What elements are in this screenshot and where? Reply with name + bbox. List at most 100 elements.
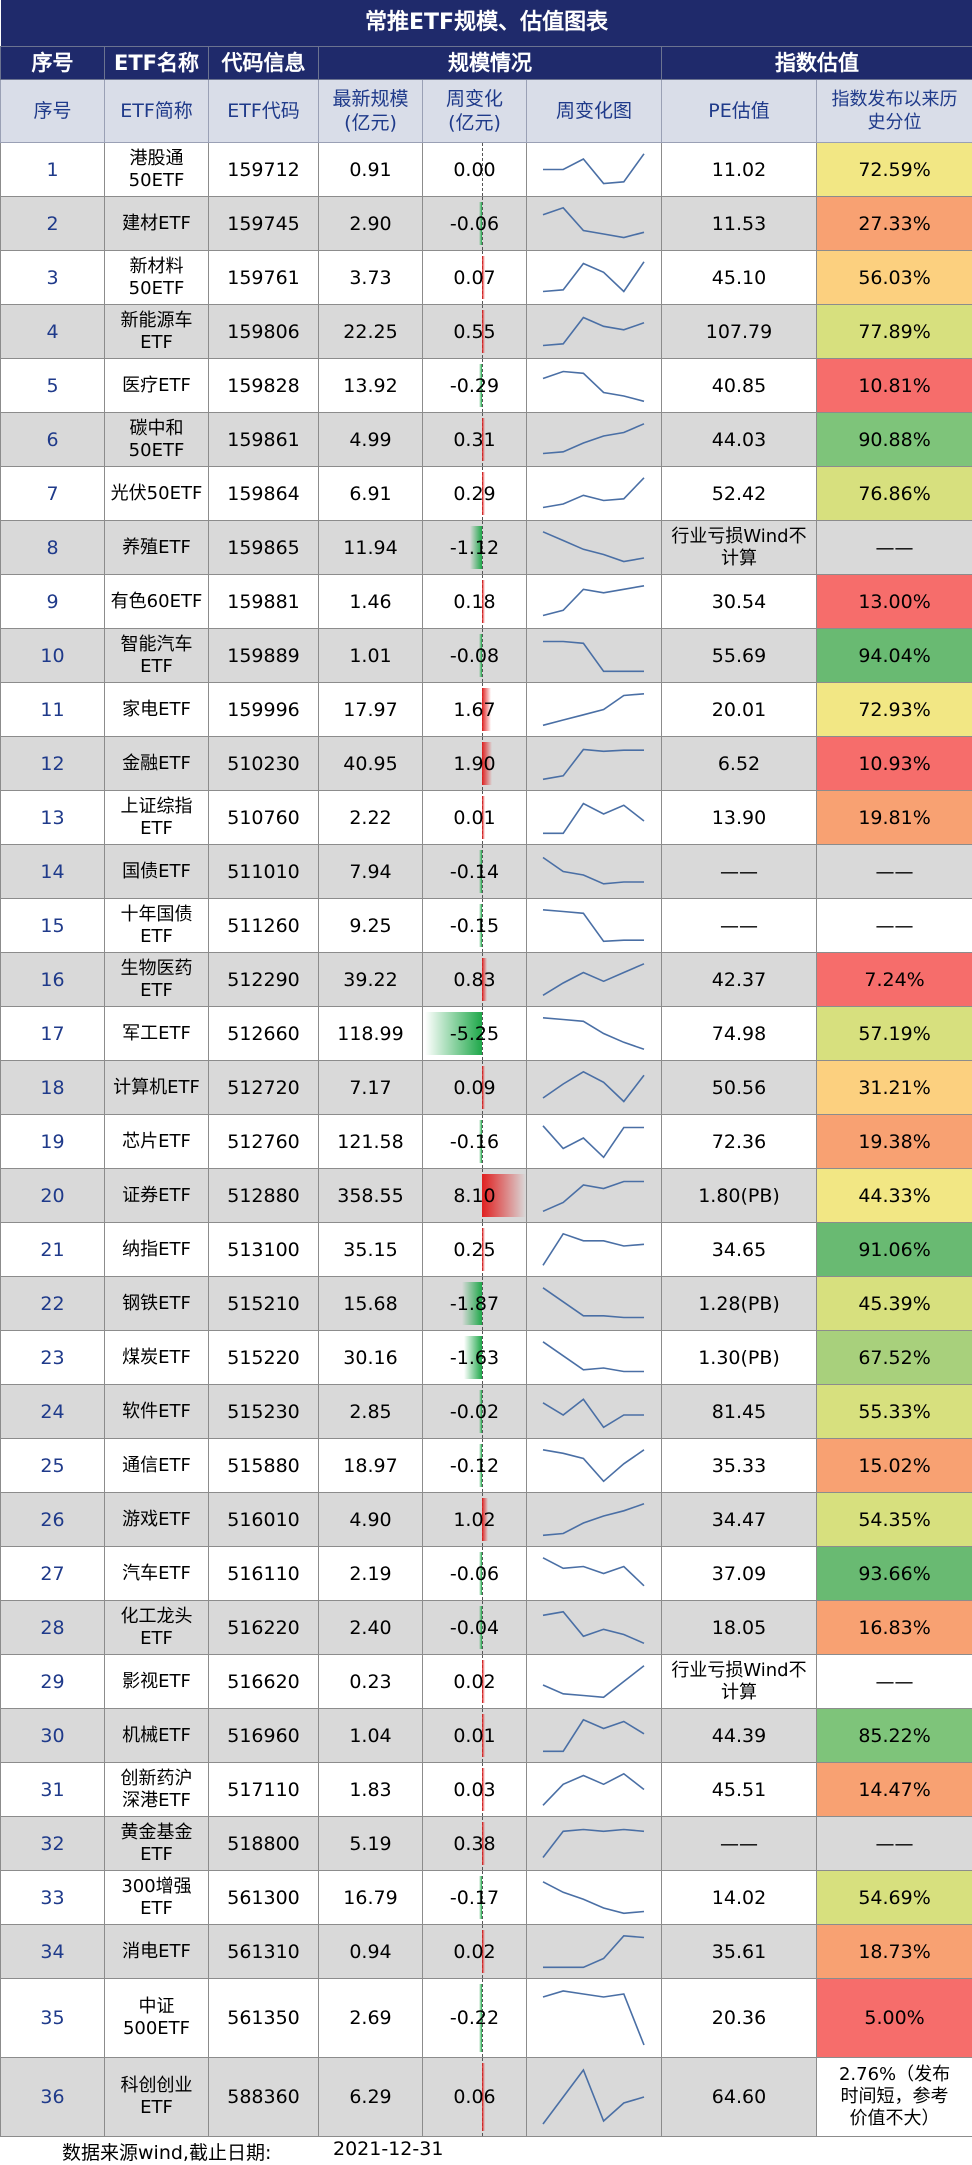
weekly-change-value: -1.87 <box>450 1293 499 1315</box>
row-pe: 11.02 <box>662 143 817 197</box>
header-row-group: 序号 ETF名称 代码信息 规模情况 指数估值 <box>1 47 972 80</box>
row-percentile: 55.33% <box>817 1385 972 1439</box>
row-percentile: 77.89% <box>817 305 972 359</box>
row-code: 159881 <box>209 575 319 629</box>
row-latest: 1.83 <box>319 1763 423 1817</box>
weekly-change-value: -5.25 <box>450 1023 499 1045</box>
row-code: 159712 <box>209 143 319 197</box>
row-weekly: -0.22 <box>423 1979 527 2058</box>
row-name: 港股通 50ETF <box>105 143 209 197</box>
sparkline-chart <box>527 740 660 787</box>
row-code: 561310 <box>209 1925 319 1979</box>
weekly-change-value: 0.00 <box>453 159 495 181</box>
sparkline-chart <box>527 1496 660 1543</box>
header-row-columns: 序号 ETF简称 ETF代码 最新规模 (亿元) 周变化 (亿元) 周变化图 P… <box>1 80 972 143</box>
sparkline-line <box>543 478 644 508</box>
row-weekly: -0.15 <box>423 899 527 953</box>
sparkline-chart <box>527 524 660 571</box>
weekly-change-value: -0.29 <box>450 375 499 397</box>
row-sparkline <box>527 1277 662 1331</box>
row-latest: 118.99 <box>319 1007 423 1061</box>
row-code: 515220 <box>209 1331 319 1385</box>
row-seq: 21 <box>1 1223 105 1277</box>
sparkline-line <box>543 1774 644 1806</box>
row-percentile: —— <box>817 1655 972 1709</box>
sparkline-line <box>543 1072 644 1102</box>
header-valuation: 指数估值 <box>662 47 972 80</box>
row-weekly: 0.01 <box>423 1709 527 1763</box>
weekly-change-value: -0.06 <box>450 213 499 235</box>
row-percentile: 5.00% <box>817 1979 972 2058</box>
row-percentile: 90.88% <box>817 413 972 467</box>
row-seq: 18 <box>1 1061 105 1115</box>
sparkline-line <box>543 262 644 292</box>
row-seq: 30 <box>1 1709 105 1763</box>
row-name: 新能源车 ETF <box>105 305 209 359</box>
row-latest: 121.58 <box>319 1115 423 1169</box>
row-latest: 0.91 <box>319 143 423 197</box>
row-sparkline <box>527 1223 662 1277</box>
row-weekly: 1.67 <box>423 683 527 737</box>
row-latest: 3.73 <box>319 251 423 305</box>
row-latest: 2.40 <box>319 1601 423 1655</box>
row-code: 516960 <box>209 1709 319 1763</box>
row-sparkline <box>527 1115 662 1169</box>
row-name: 生物医药 ETF <box>105 953 209 1007</box>
row-sparkline <box>527 1601 662 1655</box>
row-name: 机械ETF <box>105 1709 209 1763</box>
sparkline-chart <box>527 254 660 301</box>
row-sparkline <box>527 1925 662 1979</box>
row-sparkline <box>527 575 662 629</box>
row-weekly: 0.00 <box>423 143 527 197</box>
row-percentile: 57.19% <box>817 1007 972 1061</box>
sparkline-line <box>543 1234 644 1266</box>
row-code: 511260 <box>209 899 319 953</box>
weekly-change-value: -0.08 <box>450 645 499 667</box>
weekly-change-value: 0.18 <box>453 591 495 613</box>
row-sparkline <box>527 2058 662 2137</box>
row-percentile: 91.06% <box>817 1223 972 1277</box>
row-seq: 25 <box>1 1439 105 1493</box>
sparkline-line <box>543 1182 644 1212</box>
row-code: 159865 <box>209 521 319 575</box>
weekly-change-value: 0.31 <box>453 429 495 451</box>
row-sparkline <box>527 953 662 1007</box>
weekly-change-value: -1.12 <box>450 537 499 559</box>
row-pe: 20.36 <box>662 1979 817 2058</box>
row-sparkline <box>527 1817 662 1871</box>
footer-source: 数据来源wind,截止日期: <box>62 2138 271 2165</box>
row-code: 512720 <box>209 1061 319 1115</box>
row-name: 消电ETF <box>105 1925 209 1979</box>
row-pe: 44.39 <box>662 1709 817 1763</box>
row-weekly: 0.03 <box>423 1763 527 1817</box>
table-title: 常推ETF规模、估值图表 <box>1 0 972 47</box>
sparkline-chart <box>527 1280 660 1327</box>
row-name: 计算机ETF <box>105 1061 209 1115</box>
row-percentile: 94.04% <box>817 629 972 683</box>
sparkline-chart <box>527 902 660 949</box>
col-code: ETF代码 <box>209 80 319 143</box>
row-seq: 4 <box>1 305 105 359</box>
row-percentile: —— <box>817 845 972 899</box>
row-seq: 32 <box>1 1817 105 1871</box>
row-weekly: 1.90 <box>423 737 527 791</box>
sparkline-line <box>543 1450 644 1482</box>
sparkline-chart <box>527 1550 660 1597</box>
row-weekly: 0.01 <box>423 791 527 845</box>
row-pe: 35.61 <box>662 1925 817 1979</box>
sparkline-chart <box>527 2061 660 2133</box>
row-seq: 8 <box>1 521 105 575</box>
row-latest: 358.55 <box>319 1169 423 1223</box>
sparkline-line <box>543 964 644 996</box>
row-seq: 27 <box>1 1547 105 1601</box>
